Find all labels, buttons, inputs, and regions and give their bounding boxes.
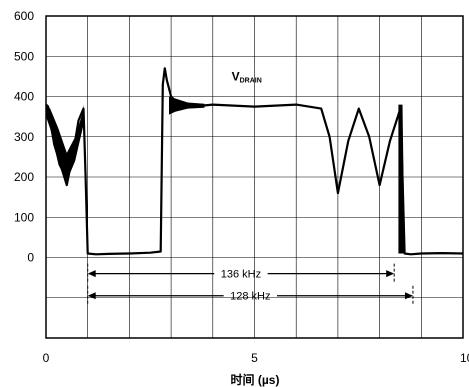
y-tick-label: 500: [14, 49, 34, 63]
y-tick-labels: 600 500 400 300 200 100 0: [14, 9, 34, 265]
frequency-label: 136 kHz: [221, 269, 261, 281]
arrow-right-icon: [386, 270, 395, 278]
ringing-band: [46, 96, 405, 254]
x-axis-label: 时间 (µs): [231, 372, 280, 387]
ringing-envelope: [398, 104, 405, 254]
y-tick-label: 0: [27, 251, 34, 265]
frequency-annotation: 128 kHz: [87, 285, 414, 306]
arrow-left-icon: [87, 270, 96, 278]
x-tick-label: 5: [251, 351, 258, 365]
x-tick-label: 0: [43, 351, 50, 365]
frequency-annotations: 136 kHz 128 kHz: [87, 263, 414, 306]
y-tick-label: 200: [14, 170, 34, 184]
x-tick-label: 10: [460, 351, 469, 365]
x-tick-labels: 0 5 10: [43, 351, 469, 365]
ringing-envelope: [46, 104, 84, 181]
y-tick-label: 300: [14, 130, 34, 144]
y-tick-label: 400: [14, 90, 34, 104]
series-label-vdrain: VDRAIN: [232, 69, 262, 84]
ringing-envelope: [169, 96, 205, 115]
frequency-annotation: 136 kHz: [87, 263, 395, 284]
arrow-right-icon: [404, 292, 413, 300]
arrow-left-icon: [87, 292, 96, 300]
y-tick-label: 600: [14, 9, 34, 23]
frequency-label: 128 kHz: [230, 291, 270, 303]
grid: [46, 16, 463, 338]
y-tick-label: 100: [14, 210, 34, 224]
